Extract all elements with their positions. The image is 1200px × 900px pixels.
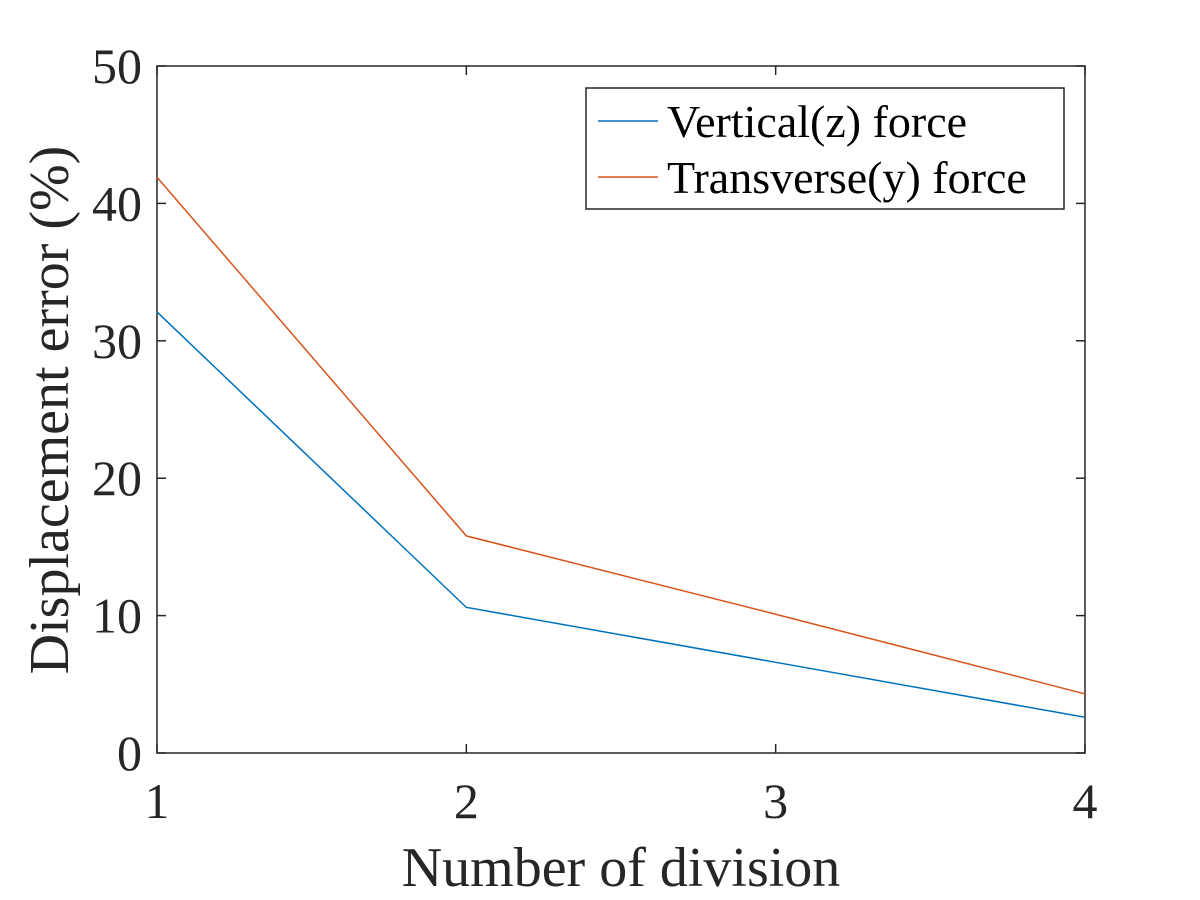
legend-box [585,87,1065,210]
legend-entry-transverse: Transverse(y) force [667,152,1027,203]
x-tick-label: 3 [763,773,788,829]
y-tick-label: 30 [92,313,142,369]
x-tick-label: 1 [145,773,170,829]
series-line-vertical [156,311,1086,719]
x-axis-label: Number of division [402,837,841,899]
y-axis-ticks: 0 10 20 30 40 50 [92,38,1085,781]
y-tick-label: 20 [92,450,142,506]
y-tick-label: 40 [92,175,142,231]
y-tick-label: 10 [92,588,142,644]
y-axis-label: Displacement error (%) [19,146,81,675]
legend-entry-vertical: Vertical(z) force [667,96,967,147]
series-line-transverse [156,176,1086,695]
x-tick-label: 4 [1073,773,1098,829]
x-axis-ticks: 1 2 3 4 [145,66,1098,829]
legend: Vertical(z) force Transverse(y) force [585,87,1065,210]
x-tick-label: 2 [454,773,479,829]
y-tick-label: 0 [117,725,142,781]
series-lines [156,176,1086,719]
y-tick-label: 50 [92,38,142,94]
